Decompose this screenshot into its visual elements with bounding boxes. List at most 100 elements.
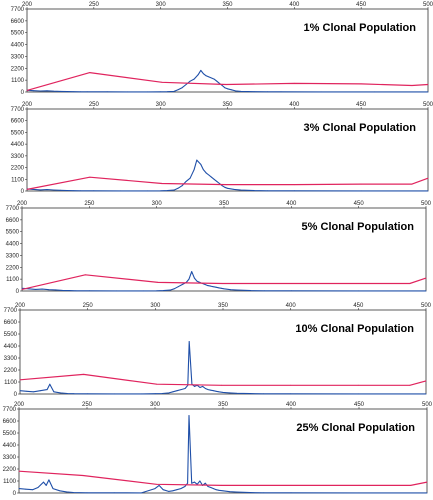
sample-point	[280, 91, 282, 93]
x-tick-label: 250	[89, 102, 100, 108]
sample-point	[126, 91, 128, 93]
sample-point	[360, 190, 362, 192]
size-standard-trace	[21, 274, 427, 290]
sample-point	[60, 392, 62, 394]
sample-point	[146, 91, 148, 93]
sample-point	[161, 393, 163, 394]
size-standard-point	[84, 274, 86, 276]
y-tick-label: 7700	[6, 206, 20, 212]
size-standard-point	[19, 379, 21, 381]
sample-point	[193, 169, 195, 171]
sample-point	[160, 91, 162, 93]
sample-point	[221, 85, 223, 86]
y-tick-label: 2200	[4, 368, 18, 374]
sample-point	[39, 189, 41, 191]
sample-point	[193, 481, 195, 483]
chart-panel-2: 200 250 300 350 400 450 500 0 1100 2200 3300 4400 55…	[11, 102, 433, 195]
sample-point	[142, 290, 144, 292]
sample-point	[176, 489, 178, 491]
sample-point	[146, 190, 148, 192]
sample-point	[197, 74, 199, 76]
sample-point	[187, 482, 189, 484]
y-tick-label: 7700	[11, 107, 25, 113]
sample-point	[253, 91, 255, 93]
sample-point	[37, 487, 39, 488]
sample-point	[211, 176, 212, 178]
sample-point	[66, 91, 68, 93]
sample-point	[193, 78, 195, 80]
x-tick-label: 250	[83, 303, 94, 309]
sample-point	[425, 393, 427, 395]
sample-point	[168, 392, 170, 394]
sample-point	[88, 290, 90, 292]
x-tick-label: 400	[286, 201, 297, 207]
size-standard-point	[156, 383, 158, 385]
sample-point	[166, 91, 168, 93]
plot-frame	[21, 207, 427, 292]
x-tick-label: 300	[150, 303, 161, 309]
sample-point	[114, 393, 116, 395]
sample-point	[229, 392, 231, 394]
size-standard-point	[225, 84, 227, 85]
sample-point	[218, 391, 220, 393]
sample-point	[73, 393, 75, 395]
sample-point	[189, 80, 191, 82]
sample-point	[215, 489, 217, 491]
sample-point	[194, 385, 196, 387]
y-tick-label: 5500	[11, 31, 25, 37]
size-standard-point	[222, 283, 224, 284]
x-tick-label: 200	[22, 2, 33, 8]
sample-point	[53, 90, 55, 92]
sample-point	[154, 393, 156, 395]
sample-point	[213, 78, 215, 80]
sample-point	[177, 286, 179, 288]
sample-point	[61, 289, 63, 291]
plot-frame	[18, 408, 428, 494]
sample-point	[169, 289, 171, 291]
x-tick-label: 200	[15, 303, 26, 309]
sample-point	[196, 159, 198, 161]
sample-point	[191, 482, 193, 484]
sample-point	[236, 392, 237, 394]
panel-title: 3% Clonal Population	[304, 122, 417, 134]
sample-point	[216, 80, 218, 82]
plot-frame	[26, 8, 429, 93]
sample-point	[46, 389, 48, 391]
sample-point	[19, 390, 21, 392]
sample-point	[59, 90, 61, 92]
sample-point	[39, 390, 41, 392]
sample-point	[199, 480, 201, 482]
sample-point	[158, 484, 160, 486]
size-standard-point	[290, 283, 292, 284]
sample-point	[213, 488, 214, 490]
x-tick-label: 450	[354, 201, 365, 207]
sample-point	[73, 91, 75, 93]
size-standard-trace	[19, 373, 427, 386]
sample-point	[46, 189, 48, 191]
sample-point	[202, 73, 204, 75]
sample-point	[87, 393, 89, 395]
sample-point	[216, 180, 218, 182]
sample-point	[218, 489, 220, 491]
size-standard-trace	[18, 470, 428, 486]
size-standard-point	[290, 384, 292, 386]
plot-frame	[19, 309, 427, 395]
sample-point	[180, 389, 182, 391]
size-standard-point	[18, 470, 20, 472]
sample-point	[207, 389, 209, 391]
chart-panel-5: 200 250 300 350 400 450 500 0 1100 2200 3300 4400 55…	[3, 402, 433, 497]
size-standard-point	[155, 483, 157, 485]
size-standard-point	[360, 83, 362, 85]
x-tick-label: 450	[356, 102, 367, 108]
sample-point	[215, 390, 217, 392]
x-tick-label: 200	[17, 201, 28, 207]
x-tick-label: 250	[82, 402, 93, 408]
sample-point	[66, 491, 68, 493]
sample-point	[221, 185, 223, 187]
sample-point	[28, 288, 30, 290]
sample-point	[185, 84, 187, 85]
y-tick-label: 5500	[6, 230, 20, 236]
size-standard-point	[360, 183, 362, 185]
x-tick-label: 350	[219, 201, 230, 207]
